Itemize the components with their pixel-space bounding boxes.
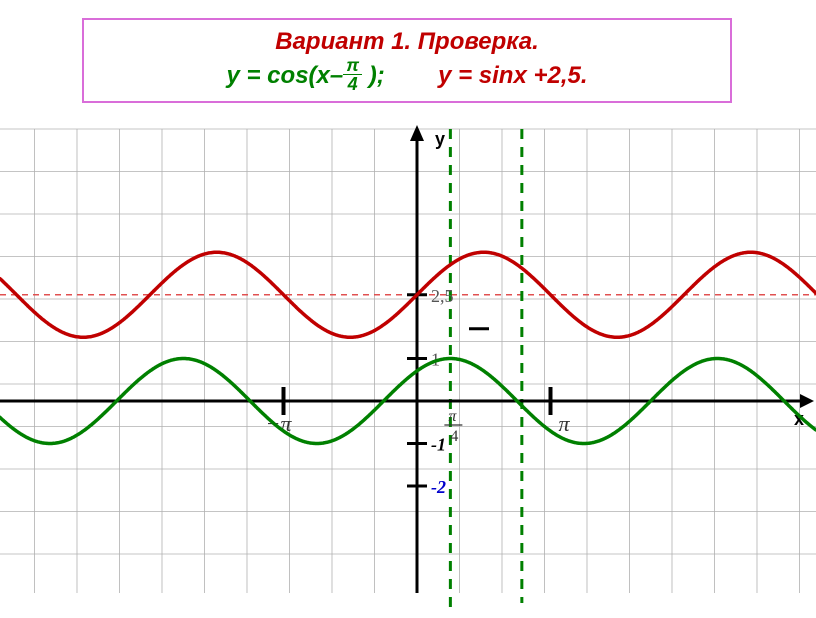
pi-over-4-frac: π4 (343, 56, 362, 93)
svg-text:-2: -2 (431, 477, 446, 497)
svg-text:4: 4 (450, 428, 458, 445)
svg-text:-1: -1 (431, 435, 446, 455)
title-check: Проверка. (418, 28, 539, 55)
title-variant: Вариант 1. (275, 28, 411, 55)
formula-cos: y = cos(x–π4 ); (226, 62, 391, 89)
chart-svg: yx2,51-1-2−πππ4 (0, 115, 816, 613)
svg-text:π: π (559, 411, 571, 436)
formula-line: y = cos(x–π4 ); y = sinx +2,5. (84, 58, 730, 95)
title-line: Вариант 1. Проверка. (84, 28, 730, 56)
svg-text:2,5: 2,5 (431, 286, 454, 306)
chart-canvas: yx2,51-1-2−πππ4 (0, 115, 816, 613)
svg-text:y: y (435, 129, 445, 149)
header-box: Вариант 1. Проверка. y = cos(x–π4 ); y =… (82, 18, 732, 103)
formula-sin: y = sinx +2,5. (438, 62, 587, 89)
svg-text:π: π (448, 408, 457, 425)
